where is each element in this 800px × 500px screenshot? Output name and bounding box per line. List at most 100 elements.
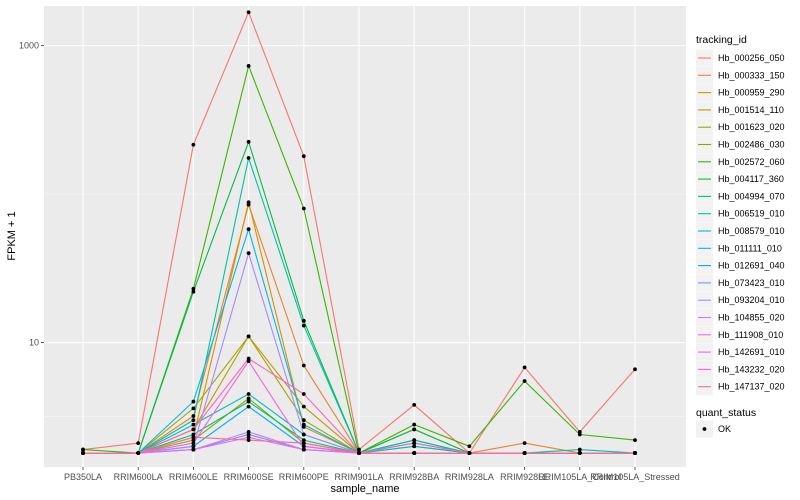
- legend2-swatch: [702, 427, 707, 431]
- data-point-Hb_143232_020: [301, 392, 306, 396]
- legend-label: Hb_004117_360: [718, 174, 784, 184]
- data-point-Hb_093204_010: [191, 444, 196, 449]
- legend-label: Hb_073423_010: [718, 278, 785, 288]
- data-point-Hb_004117_360: [412, 427, 417, 432]
- legend-label: Hb_001623_020: [718, 122, 785, 132]
- data-point-Hb_000256_050: [301, 154, 306, 159]
- legend-label: Hb_008579_010: [718, 226, 785, 236]
- data-point-Hb_011111_010: [246, 227, 251, 232]
- y-tick-label: 10: [29, 338, 39, 348]
- data-point-Hb_000256_050: [136, 441, 141, 446]
- legend-label: Hb_142691_010: [718, 347, 785, 357]
- data-point-Hb_002572_060: [633, 438, 637, 443]
- x-tick-label: RRIM600LA: [114, 472, 163, 482]
- data-point-Hb_000333_150: [301, 363, 306, 368]
- data-point-Hb_002572_060: [522, 379, 527, 383]
- data-point-Hb_000333_150: [191, 414, 196, 418]
- data-point-Hb_004117_360: [301, 318, 306, 323]
- data-point-Hb_002572_060: [246, 64, 251, 68]
- data-point-Hb_147137_020: [191, 435, 196, 440]
- data-point-Hb_147137_020: [357, 451, 361, 455]
- data-point-Hb_093204_010: [301, 432, 306, 437]
- data-point-Hb_000256_050: [577, 429, 582, 434]
- x-tick-label: RRIM105LA_Control: [538, 472, 621, 482]
- legend-title: tracking_id: [696, 34, 747, 46]
- x-tick-label: RRIM928BA: [389, 472, 439, 482]
- x-tick-label: RRIM600SE: [224, 472, 274, 482]
- data-point-Hb_008579_010: [191, 422, 196, 427]
- legend2-label: OK: [718, 424, 731, 434]
- legend: Hb_000256_050 Hb_000333_150 Hb_000959_290 H…: [696, 49, 785, 396]
- legend2-title: quant_status: [696, 407, 756, 419]
- data-point-Hb_002572_060: [191, 286, 196, 291]
- data-point-Hb_011111_010: [191, 399, 196, 404]
- data-point-Hb_143232_020: [246, 356, 251, 361]
- data-point-Hb_011111_010: [301, 422, 306, 427]
- y-tick-label: 1000: [19, 41, 39, 51]
- y-axis-ticks: 10 1000: [19, 41, 44, 348]
- x-tick-label: RRIM600PE: [279, 472, 329, 482]
- legend-label: Hb_011111_010: [718, 243, 782, 253]
- legend-label: Hb_001514_110: [718, 105, 784, 115]
- data-point-Hb_147137_020: [246, 438, 251, 443]
- x-tick-label: RRIM600LE: [169, 472, 218, 482]
- data-point-Hb_147137_020: [633, 451, 637, 455]
- data-point-Hb_006519_010: [577, 447, 582, 452]
- y-axis-title: FPKM + 1: [6, 211, 18, 260]
- data-point-Hb_002572_060: [81, 447, 85, 452]
- data-point-Hb_147137_020: [467, 451, 472, 455]
- data-point-Hb_147137_020: [412, 451, 417, 455]
- x-tick-label: RRIM928LA: [445, 472, 494, 482]
- data-point-Hb_143232_020: [191, 427, 196, 432]
- legend-label: Hb_111908_010: [718, 330, 783, 340]
- data-point-Hb_006519_010: [191, 418, 196, 423]
- data-point-Hb_147137_020: [81, 451, 85, 455]
- data-point-Hb_002572_060: [412, 422, 417, 427]
- data-point-Hb_111908_010: [191, 447, 196, 452]
- data-point-Hb_147137_020: [577, 451, 582, 455]
- legend-label: Hb_000333_150: [718, 70, 785, 80]
- data-point-Hb_147137_020: [301, 441, 306, 446]
- data-point-Hb_006519_010: [301, 323, 306, 328]
- data-point-Hb_004994_070: [301, 438, 306, 443]
- data-point-Hb_000256_050: [412, 402, 417, 407]
- data-point-Hb_001623_020: [191, 406, 196, 411]
- data-point-Hb_000256_050: [357, 447, 361, 452]
- legend2: OK: [696, 420, 731, 438]
- data-point-Hb_000256_050: [246, 10, 251, 15]
- data-point-Hb_143232_020: [412, 441, 417, 446]
- data-point-Hb_004117_360: [191, 289, 196, 294]
- data-point-Hb_073423_010: [246, 432, 251, 437]
- legend-label: Hb_093204_010: [718, 295, 785, 305]
- data-point-Hb_002486_030: [191, 438, 196, 443]
- data-point-Hb_012691_040: [246, 404, 251, 409]
- data-point-Hb_001623_020: [301, 418, 306, 423]
- data-point-Hb_004117_360: [246, 139, 251, 144]
- x-tick-label: RRIM105LA_Stressed: [590, 472, 680, 482]
- data-point-Hb_111908_010: [301, 447, 306, 452]
- data-point-Hb_142691_010: [301, 444, 306, 449]
- series-points: [81, 10, 637, 455]
- legend-label: Hb_000256_050: [718, 53, 785, 63]
- data-point-Hb_147137_020: [136, 451, 141, 455]
- legend-label: Hb_143232_020: [718, 364, 785, 374]
- data-point-Hb_008579_010: [412, 444, 417, 449]
- x-axis-ticks: PB350LA RRIM600LA RRIM600LE RRIM600SE RRIM60…: [64, 467, 680, 482]
- data-point-Hb_000333_150: [522, 441, 527, 446]
- x-tick-label: PB350LA: [64, 472, 102, 482]
- legend-label: Hb_147137_020: [718, 382, 785, 392]
- legend-label: Hb_004994_070: [718, 191, 785, 201]
- data-point-Hb_001514_110: [301, 404, 306, 409]
- legend-label: Hb_104855_020: [718, 313, 785, 323]
- plot-panel: [44, 6, 686, 467]
- data-point-Hb_006519_010: [412, 438, 417, 443]
- x-tick-label: RRIM928LE: [500, 472, 549, 482]
- legend-label: Hb_002572_060: [718, 157, 785, 167]
- data-point-Hb_000256_050: [191, 142, 196, 147]
- data-point-Hb_004994_070: [246, 399, 251, 404]
- legend-label: Hb_002486_030: [718, 140, 785, 150]
- data-point-Hb_104855_020: [246, 429, 251, 434]
- data-point-Hb_111908_010: [246, 435, 251, 440]
- data-point-Hb_000256_050: [522, 365, 527, 370]
